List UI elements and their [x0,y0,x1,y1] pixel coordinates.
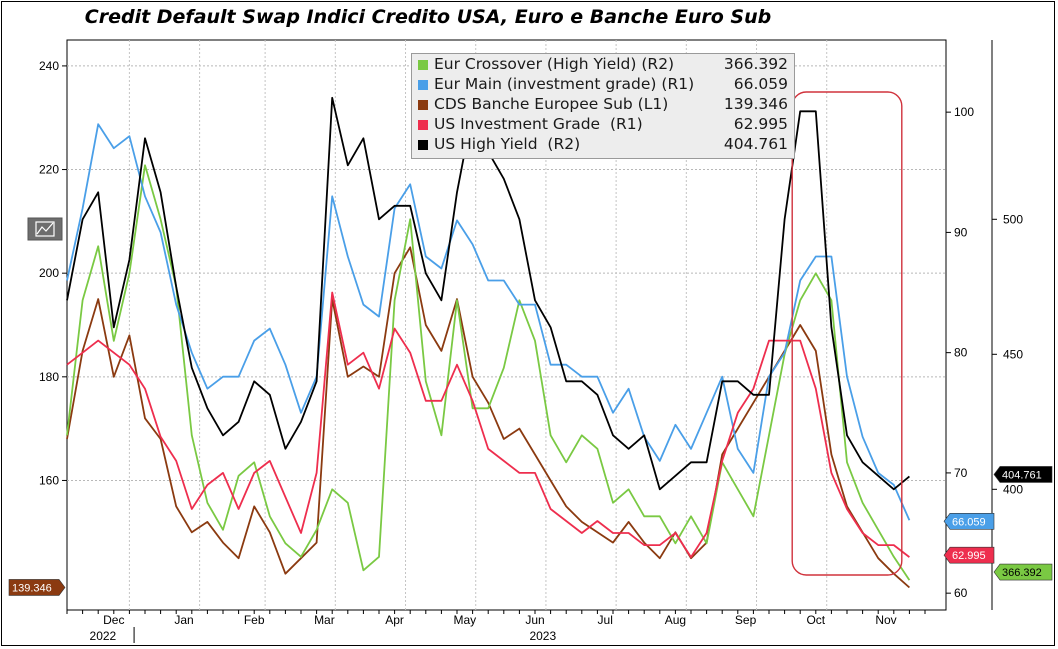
legend-entry-eur-crossover[interactable]: Eur Crossover (High Yield) (R2) 366.392 [418,55,792,75]
legend-value-us-high-yield: 404.761 [723,135,788,153]
legend-value-eur-crossover: 366.392 [723,55,788,73]
x-tick-label: Mar [314,613,335,627]
y-right1-tick-label: 60 [954,586,968,600]
x-tick-label: Dec [103,613,124,627]
badge-us-investment-grade: 62.995 [943,546,995,564]
legend-value-us-investment-grade: 62.995 [733,115,788,133]
badge-eur-main-shape [943,513,995,530]
badge-eur-crossover: 366.392 [993,563,1053,581]
y-left-tick-label: 160 [39,473,59,487]
x-tick-label: May [453,613,476,627]
x-tick-label: Aug [665,613,686,627]
y-right2-tick-label: 400 [1003,482,1023,496]
x-tick-label: Sep [735,613,757,627]
x-year-label: 2023 [529,629,556,643]
series-line-us-investment-grade-r1 [66,291,910,558]
legend-swatch-eur-crossover [418,60,428,70]
badge-us-high-yield-shape [993,466,1053,483]
legend-entry-eur-main[interactable]: Eur Main (investment grade) (R1) 66.059 [418,75,792,95]
badge-cds-banche-text: 139.346 [12,582,52,594]
y-right2-tick-label: 450 [1003,347,1023,361]
legend-label-cds-banche: CDS Banche Europee Sub (L1) [434,95,669,113]
y-left-tick-label: 240 [39,59,59,73]
badge-us-investment-grade-text: 62.995 [952,550,986,562]
legend-value-eur-main: 66.059 [733,75,788,93]
line-chart-icon [36,222,54,235]
chart-type-button-bg [27,217,63,241]
badge-cds-banche: 139.346 [8,579,66,596]
legend-label-us-investment-grade: US Investment Grade (R1) [434,115,643,133]
badge-us-high-yield: 404.761 [993,466,1053,483]
x-tick-label: Jun [525,613,544,627]
y-right1-tick-label: 70 [954,466,968,480]
chart-legend: Eur Crossover (High Yield) (R2) 366.392 … [411,53,795,159]
series-line-eur-main-investment-grade-r1 [66,123,911,521]
y-right2-tick-label: 500 [1003,212,1023,226]
y-left-tick-label: 200 [39,266,59,280]
x-tick-label: Oct [806,613,825,627]
legend-label-eur-main: Eur Main (investment grade) (R1) [434,75,695,93]
chart-type-icon-frame [35,221,55,237]
y-left-tick-label: 220 [39,163,59,177]
badge-cds-banche-shape [8,579,66,596]
x-tick-label: Feb [244,613,265,627]
y-right1-tick-label: 80 [954,346,968,360]
legend-value-cds-banche: 139.346 [723,95,788,113]
legend-swatch-us-high-yield [418,140,428,150]
legend-entry-us-high-yield[interactable]: US High Yield (R2) 404.761 [418,135,792,155]
badge-us-investment-grade-shape [943,546,995,564]
badge-us-high-yield-text: 404.761 [1002,469,1042,481]
x-tick-label: Jan [174,613,193,627]
badge-eur-crossover-shape [993,563,1053,581]
chart-type-button[interactable] [27,217,63,241]
badge-eur-main-text: 66.059 [952,516,986,528]
y-right1-tick-label: 90 [954,225,968,239]
legend-label-us-high-yield: US High Yield (R2) [434,135,581,153]
legend-swatch-us-investment-grade [418,120,428,130]
chart-title: Credit Default Swap Indici Credito USA, … [84,6,772,28]
x-tick-label: Apr [385,613,404,627]
badge-eur-main: 66.059 [943,513,995,530]
y-right1-tick-label: 100 [954,105,974,119]
highlight-box [791,91,903,576]
x-year-label: 2022 [90,629,117,643]
legend-label-eur-crossover: Eur Crossover (High Yield) (R2) [434,55,675,73]
y-left-tick-label: 180 [39,370,59,384]
legend-swatch-cds-banche [418,100,428,110]
legend-entry-cds-banche[interactable]: CDS Banche Europee Sub (L1) 139.346 [418,95,792,115]
legend-swatch-eur-main [418,80,428,90]
legend-entry-us-investment-grade[interactable]: US Investment Grade (R1) 62.995 [418,115,792,135]
badge-eur-crossover-text: 366.392 [1002,567,1042,579]
x-tick-label: Nov [875,613,896,627]
series-line-eur-crossover-high-yield-r2 [66,164,911,581]
x-tick-label: Jul [598,613,613,627]
